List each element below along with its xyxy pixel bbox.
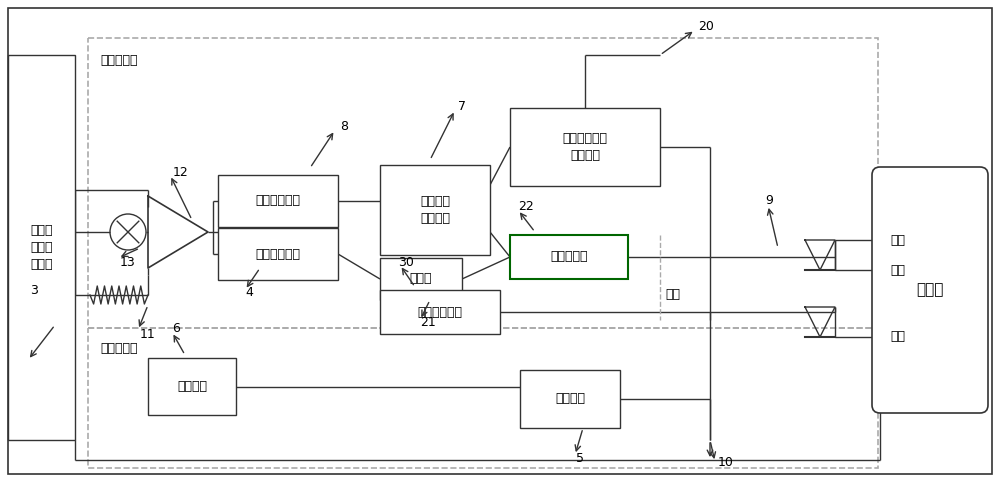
Text: 12: 12 — [173, 165, 189, 178]
FancyBboxPatch shape — [380, 258, 462, 300]
Text: 缓冲模块: 缓冲模块 — [555, 392, 585, 405]
Text: 栅极: 栅极 — [890, 331, 905, 344]
Text: 电子枪: 电子枪 — [916, 282, 944, 297]
FancyBboxPatch shape — [218, 175, 338, 227]
Text: 6: 6 — [172, 321, 180, 335]
Text: 比较器: 比较器 — [410, 272, 432, 285]
FancyBboxPatch shape — [510, 108, 660, 186]
Text: 状态锁存器: 状态锁存器 — [550, 251, 588, 264]
Text: 阴极: 阴极 — [890, 264, 905, 277]
Text: 第一滤波模块: 第一滤波模块 — [256, 247, 300, 260]
Text: 20: 20 — [698, 21, 714, 34]
Text: 22: 22 — [518, 201, 534, 214]
Text: 栅极脉冲模块: 栅极脉冲模块 — [418, 306, 462, 319]
Text: 10: 10 — [718, 455, 734, 469]
Text: 负高压
电源输
出模块: 负高压 电源输 出模块 — [30, 224, 53, 271]
FancyBboxPatch shape — [510, 235, 628, 279]
Text: 11: 11 — [140, 329, 156, 342]
FancyBboxPatch shape — [148, 358, 236, 415]
Text: 8: 8 — [340, 120, 348, 134]
Text: 9: 9 — [765, 193, 773, 206]
Text: 灯丝加热电压
输出模块: 灯丝加热电压 输出模块 — [562, 132, 608, 162]
FancyBboxPatch shape — [520, 370, 620, 428]
Text: 监控模块: 监控模块 — [177, 380, 207, 393]
Text: 4: 4 — [245, 286, 253, 299]
FancyBboxPatch shape — [380, 290, 500, 334]
Text: 30: 30 — [398, 255, 414, 268]
Text: 第二滤波模块: 第二滤波模块 — [256, 195, 300, 207]
Text: 加热: 加热 — [890, 233, 905, 246]
FancyBboxPatch shape — [218, 228, 338, 280]
FancyBboxPatch shape — [380, 165, 490, 255]
Text: 5: 5 — [576, 452, 584, 465]
Text: 低压控制区: 低压控制区 — [100, 342, 138, 354]
Text: 13: 13 — [120, 256, 136, 269]
FancyBboxPatch shape — [8, 55, 75, 440]
Text: 21: 21 — [420, 317, 436, 330]
Text: 光纤: 光纤 — [665, 289, 680, 302]
Text: 高压控制区: 高压控制区 — [100, 54, 138, 67]
Text: 模数数模
转换模块: 模数数模 转换模块 — [420, 195, 450, 225]
Text: 3: 3 — [30, 283, 38, 296]
FancyBboxPatch shape — [872, 167, 988, 413]
Text: 7: 7 — [458, 101, 466, 113]
